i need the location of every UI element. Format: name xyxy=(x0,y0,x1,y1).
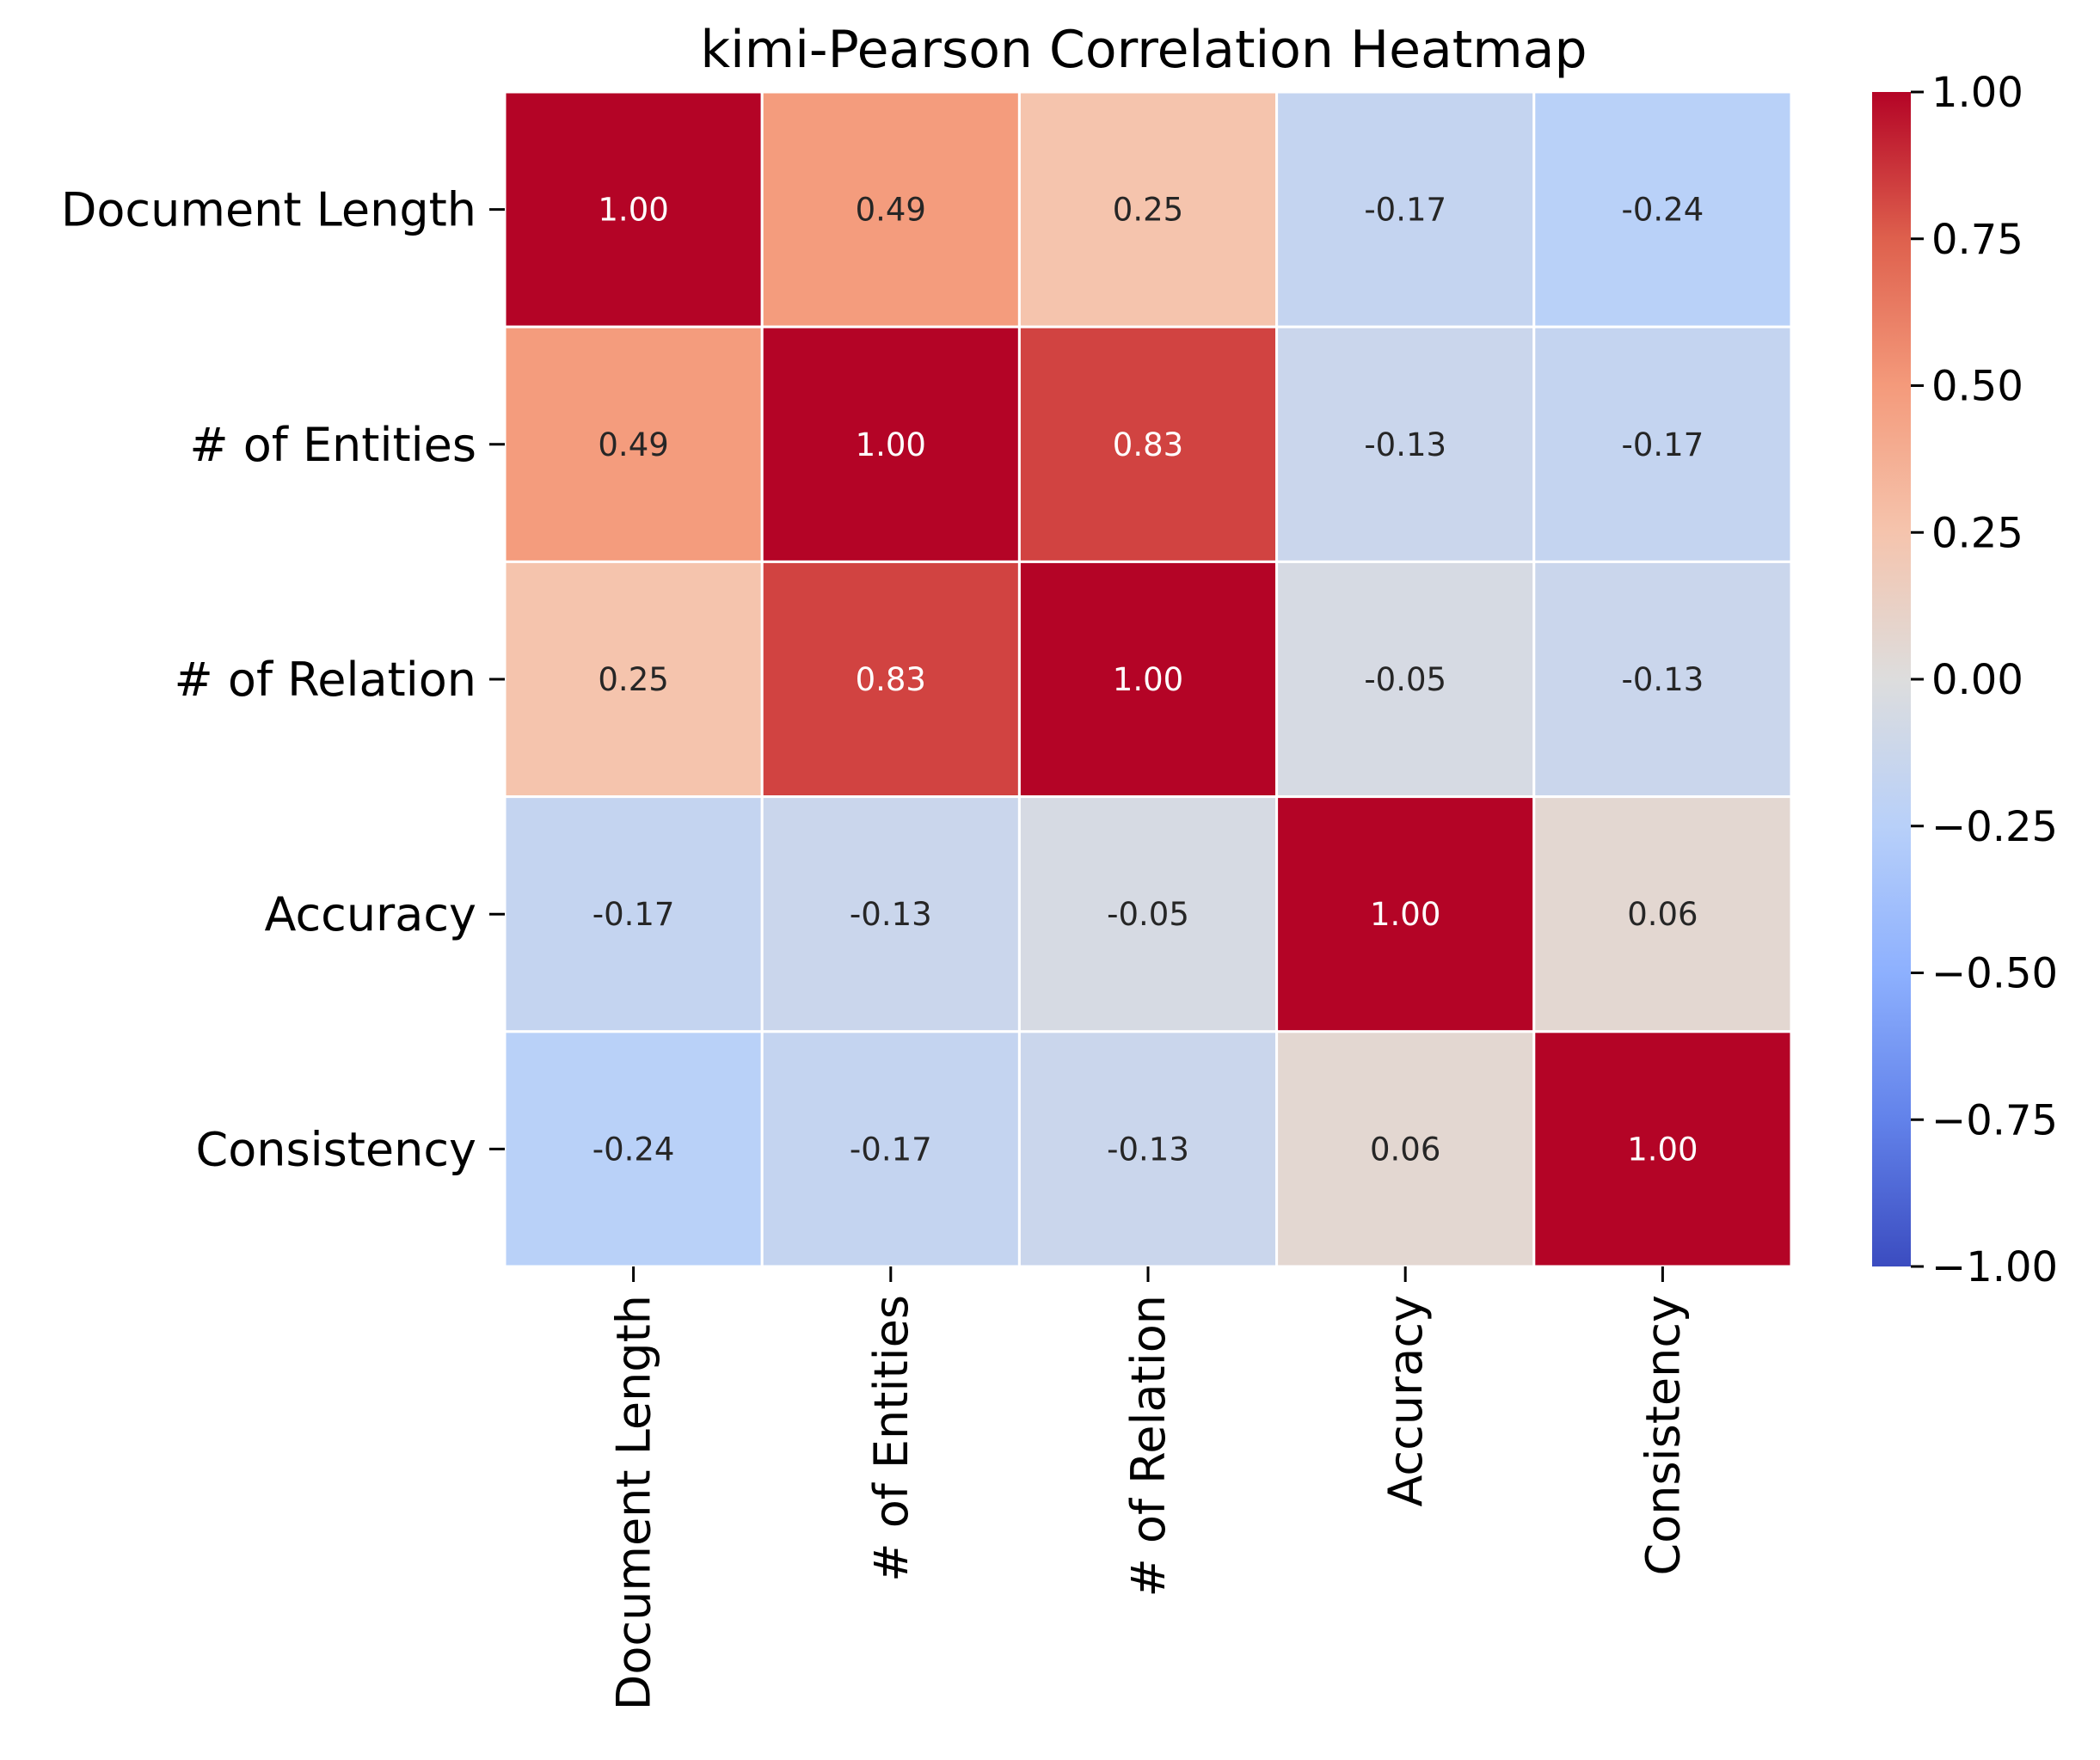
cell-value-label-r3-c1: -0.13 xyxy=(850,896,932,933)
heatmap-cell-r0-c4 xyxy=(1532,90,1793,328)
heatmap-cell-r4-c4 xyxy=(1532,1030,1793,1268)
cell-value-label-r4-c1: -0.17 xyxy=(850,1131,932,1168)
heatmap-cell-r4-c0 xyxy=(503,1030,764,1268)
cell-value-label-r0-c1: 0.49 xyxy=(856,192,926,229)
heatmap-cell-r2-c3 xyxy=(1275,560,1536,799)
colorbar: 1.00 0.75 0.50 0.25 0.00 −0.25 −0.50 −0.75 −1.00 xyxy=(1872,69,2058,1291)
cell-value-label-r0-c3: -0.17 xyxy=(1364,192,1446,229)
cell-value-label-r3-c4: 0.06 xyxy=(1627,896,1698,933)
x-tick-label: Consistency xyxy=(1636,1295,1690,1576)
y-tick-label: # of Relation xyxy=(175,653,476,707)
heatmap-cell-r1-c0 xyxy=(503,325,764,563)
heatmap-cell-r3-c3 xyxy=(1275,795,1536,1033)
heatmap-cell-r1-c2 xyxy=(1017,325,1279,563)
chart-title: kimi-Pearson Correlation Heatmap xyxy=(700,20,1587,80)
colorbar-tick-label: −0.75 xyxy=(1931,1096,2058,1144)
column-labels: Document Length # of Entities # of Relatio… xyxy=(607,1266,1690,1710)
row-labels: Document Length # of Entities # of Relatio… xyxy=(61,183,505,1176)
cell-value-label-r3-c0: -0.17 xyxy=(593,896,675,933)
colorbar-tick-label: −0.25 xyxy=(1931,803,2058,851)
cell-value-label-r0-c4: -0.24 xyxy=(1622,192,1704,229)
cell-value-label-r3-c2: -0.05 xyxy=(1107,896,1189,933)
cell-value-label-r4-c2: -0.13 xyxy=(1107,1131,1189,1168)
heatmap-cell-r3-c4 xyxy=(1532,795,1793,1033)
x-tick-label: # of Relation xyxy=(1121,1295,1176,1597)
cell-value-label-r2-c1: 0.83 xyxy=(856,661,926,698)
heatmap-cell-r4-c2 xyxy=(1017,1030,1279,1268)
cell-value-label-r0-c2: 0.25 xyxy=(1113,192,1183,229)
heatmap-cell-r2-c4 xyxy=(1532,560,1793,799)
x-tick-label: Document Length xyxy=(607,1295,661,1710)
heatmap-cell-r3-c1 xyxy=(760,795,1021,1033)
cell-value-label-r1-c3: -0.13 xyxy=(1364,426,1446,463)
cell-value-label-r2-c4: -0.13 xyxy=(1622,661,1704,698)
heatmap-cell-r0-c2 xyxy=(1017,90,1279,328)
cell-value-label-r4-c4: 1.00 xyxy=(1627,1131,1698,1168)
colorbar-tick-label: 0.25 xyxy=(1931,509,2023,557)
cell-value-label-r4-c0: -0.24 xyxy=(593,1131,675,1168)
colorbar-tick-label: 0.00 xyxy=(1931,656,2023,704)
cell-value-label-r0-c0: 1.00 xyxy=(598,192,668,229)
heatmap-cell-r2-c2 xyxy=(1017,560,1279,799)
colorbar-tick-label: 0.75 xyxy=(1931,216,2023,264)
colorbar-tick-label: 1.00 xyxy=(1931,69,2023,117)
heatmap-cell-r4-c1 xyxy=(760,1030,1021,1268)
y-tick-label: Document Length xyxy=(61,183,476,237)
cell-value-label-r1-c1: 1.00 xyxy=(856,426,926,463)
heatmap-cell-r0-c0 xyxy=(503,90,764,328)
colorbar-gradient xyxy=(1872,92,1911,1266)
heatmap-cells: 1.00 0.49 0.25 -0.17 -0.24 0.49 1.00 0.83 -0.13 -… xyxy=(503,90,1793,1268)
cell-value-label-r3-c3: 1.00 xyxy=(1370,896,1440,933)
cell-value-label-r1-c4: -0.17 xyxy=(1622,426,1704,463)
colorbar-tick-label: −0.50 xyxy=(1931,950,2058,998)
colorbar-tick-label: 0.50 xyxy=(1931,363,2023,411)
heatmap-cell-r0-c1 xyxy=(760,90,1021,328)
heatmap-cell-r2-c1 xyxy=(760,560,1021,799)
heatmap-cell-r3-c2 xyxy=(1017,795,1279,1033)
heatmap-cell-r1-c4 xyxy=(1532,325,1793,563)
cell-value-label-r4-c3: 0.06 xyxy=(1370,1131,1440,1168)
cell-value-label-r1-c2: 0.83 xyxy=(1113,426,1183,463)
x-tick-label: # of Entities xyxy=(864,1295,918,1582)
cell-value-label-r2-c2: 1.00 xyxy=(1113,661,1183,698)
cell-value-label-r2-c3: -0.05 xyxy=(1364,661,1446,698)
cell-value-label-r1-c0: 0.49 xyxy=(598,426,668,463)
heatmap-cell-r0-c3 xyxy=(1275,90,1536,328)
y-tick-label: # of Entities xyxy=(189,418,476,472)
cell-value-label-r2-c0: 0.25 xyxy=(598,661,668,698)
colorbar-tick-label: −1.00 xyxy=(1931,1243,2058,1291)
y-tick-label: Accuracy xyxy=(264,887,476,941)
x-tick-label: Accuracy xyxy=(1379,1295,1433,1507)
y-tick-label: Consistency xyxy=(195,1122,476,1176)
